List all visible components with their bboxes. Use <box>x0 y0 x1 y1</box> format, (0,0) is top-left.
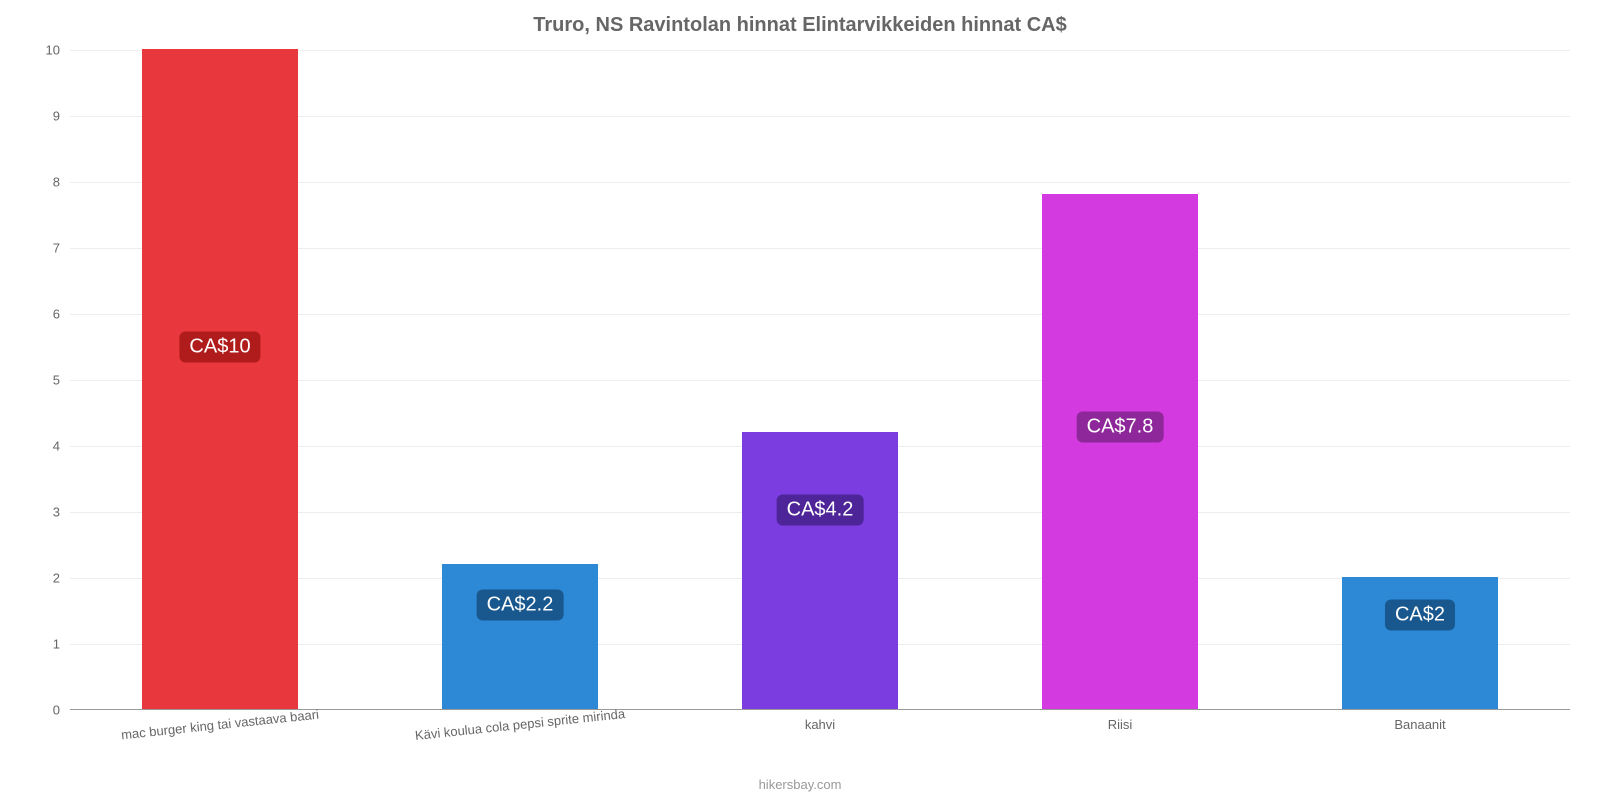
y-tick-label: 0 <box>20 703 60 718</box>
y-tick-label: 1 <box>20 637 60 652</box>
y-tick-label: 3 <box>20 505 60 520</box>
bar <box>442 564 598 709</box>
x-tick-label: mac burger king tai vastaava baari <box>120 707 319 743</box>
chart-title: Truro, NS Ravintolan hinnat Elintarvikke… <box>0 0 1600 37</box>
bar-value-label: CA$7.8 <box>1077 411 1164 442</box>
y-tick-label: 8 <box>20 175 60 190</box>
x-tick-label: kahvi <box>805 717 835 732</box>
x-tick-label: Banaanit <box>1394 717 1445 732</box>
bar <box>142 49 298 709</box>
y-tick-label: 10 <box>20 43 60 58</box>
plot-region: 012345678910CA$10mac burger king tai vas… <box>70 50 1570 710</box>
bar-value-label: CA$10 <box>179 332 260 363</box>
bar-value-label: CA$4.2 <box>777 495 864 526</box>
y-tick-label: 6 <box>20 307 60 322</box>
x-tick-label: Riisi <box>1108 717 1133 732</box>
y-tick-label: 2 <box>20 571 60 586</box>
chart-area: 012345678910CA$10mac burger king tai vas… <box>70 50 1570 710</box>
bar <box>1342 577 1498 709</box>
x-tick-label: Kävi koulua cola pepsi sprite mirinda <box>414 706 625 743</box>
bar-value-label: CA$2 <box>1385 599 1455 630</box>
y-tick-label: 5 <box>20 373 60 388</box>
bar <box>1042 194 1198 709</box>
bar <box>742 432 898 709</box>
y-tick-label: 9 <box>20 109 60 124</box>
chart-footer: hikersbay.com <box>0 777 1600 792</box>
bar-value-label: CA$2.2 <box>477 590 564 621</box>
y-tick-label: 7 <box>20 241 60 256</box>
y-tick-label: 4 <box>20 439 60 454</box>
